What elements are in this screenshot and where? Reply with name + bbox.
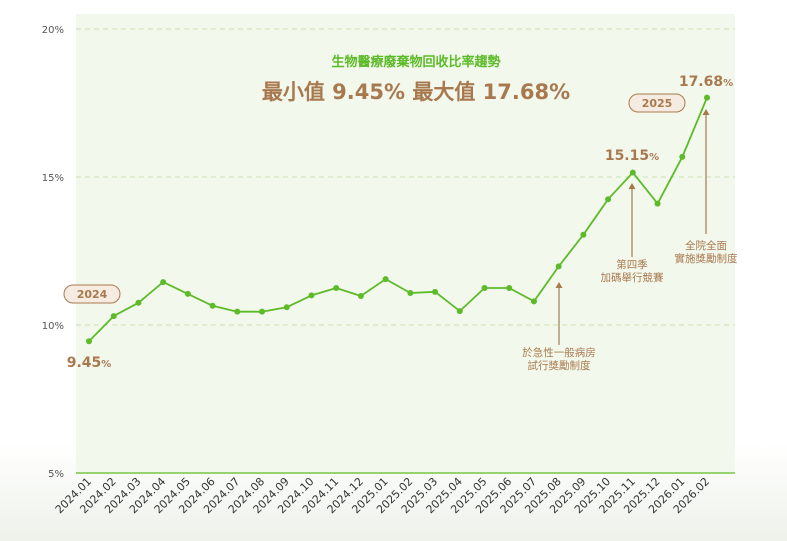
year-badge (63, 284, 121, 304)
data-point (679, 153, 686, 160)
data-point (530, 298, 537, 305)
value-label-number: 9.45 (67, 355, 102, 371)
y-axis-ticks: 5% 10% 15% 20% (42, 25, 64, 480)
data-point (704, 94, 710, 101)
year-badge (628, 93, 686, 113)
y-tick-label: 5% (48, 469, 64, 480)
value-label: 9.45% (67, 355, 112, 371)
series-line (88, 97, 708, 342)
annotation-text: 第四季 (616, 258, 648, 271)
value-label-unit: % (723, 78, 733, 89)
annotation-text: 全院全面 (685, 239, 727, 252)
data-point (160, 279, 167, 286)
data-point (654, 200, 661, 207)
data-point (333, 285, 340, 291)
data-point (234, 308, 241, 315)
plot-area (76, 14, 735, 474)
grid-lines (76, 28, 735, 474)
value-label: 17.68% (679, 74, 733, 90)
annotation-arrowhead (555, 282, 563, 288)
data-point (580, 231, 587, 238)
year-badge-label: 2024 (77, 288, 108, 301)
chart-subtitle: 最小值 9.45% 最大值 17.68% (262, 80, 570, 104)
annotation-text: 試行獎勵制度 (528, 359, 591, 372)
data-point (308, 292, 315, 299)
data-point (110, 313, 117, 320)
data-point (86, 338, 92, 345)
value-label-unit: % (101, 359, 111, 370)
data-point (209, 302, 216, 309)
data-point (407, 290, 414, 297)
value-label-number: 15.15 (605, 148, 649, 164)
data-point (184, 290, 191, 297)
annotation-text: 於急性一般病房 (522, 346, 596, 359)
data-point (283, 304, 290, 311)
annotation-text: 實施獎勵制度 (675, 252, 738, 265)
data-point (382, 276, 389, 283)
x-axis-ticks: 2024.012024.022024.032024.042024.052024.… (53, 475, 712, 516)
y-tick-label: 20% (42, 25, 64, 36)
data-point (555, 263, 562, 270)
data-point (456, 308, 463, 315)
chart-title: 生物醫療廢棄物回收比率趨勢 (331, 54, 500, 70)
series-layer (86, 94, 710, 345)
annotation-layer: 9.45%15.15%17.68%20242025於急性一般病房試行獎勵制度第四… (63, 74, 738, 372)
y-tick-label: 15% (42, 173, 64, 184)
y-tick-label: 10% (42, 321, 64, 332)
value-label-unit: % (649, 152, 659, 163)
data-point (481, 285, 488, 291)
data-point (506, 285, 513, 291)
value-label: 15.15% (605, 148, 659, 164)
year-badge-label: 2025 (642, 97, 673, 110)
annotation-arrowhead (702, 109, 710, 115)
data-point (135, 299, 142, 306)
annotation-arrowhead (628, 183, 636, 189)
value-label-number: 17.68 (679, 74, 723, 90)
annotation-text: 加碼舉行競賽 (601, 271, 664, 284)
data-point (605, 196, 612, 203)
data-point (629, 169, 636, 176)
data-point (357, 292, 364, 299)
data-point (432, 288, 439, 295)
data-point (259, 308, 266, 315)
